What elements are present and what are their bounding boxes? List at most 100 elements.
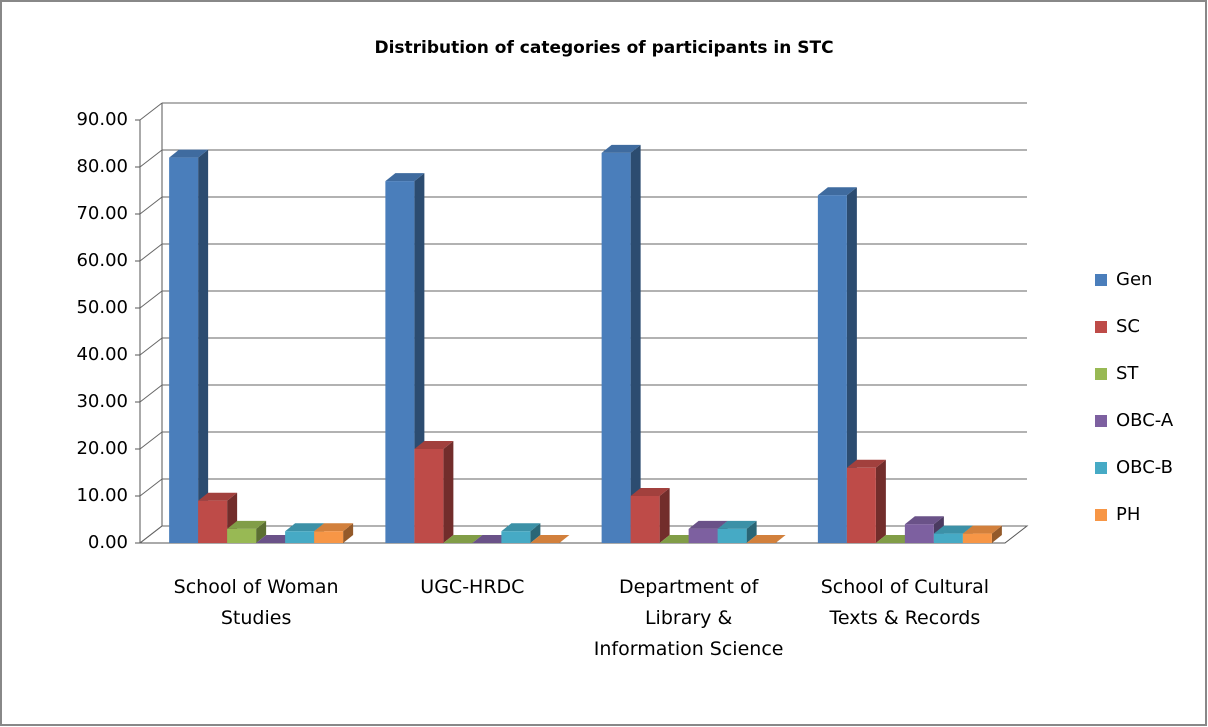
bar-face (630, 488, 670, 496)
bar-face (501, 531, 531, 543)
y-tick-label: 40.00 (76, 344, 128, 365)
x-tick-label: Department of Library & Information Scie… (593, 576, 784, 660)
bar-face (630, 496, 660, 543)
bar (443, 535, 483, 543)
bar-face (746, 520, 757, 543)
bar-face (198, 492, 238, 501)
bar-face (962, 525, 1002, 534)
y-tick-label: 10.00 (76, 485, 128, 506)
bar-face (385, 181, 415, 543)
legend-label: Gen (1116, 269, 1152, 290)
bar-face (314, 523, 354, 532)
grid-line (139, 243, 163, 262)
bar (227, 520, 267, 543)
bar-face (227, 528, 257, 543)
grid-line (139, 525, 163, 544)
bar-face (414, 441, 454, 449)
bar-face (530, 535, 570, 543)
bar (904, 516, 944, 543)
bar-face (846, 187, 857, 543)
legend-swatch (1095, 509, 1107, 521)
bar (530, 535, 570, 543)
bar-face (227, 520, 267, 529)
grid-line (139, 102, 163, 121)
bar (846, 459, 886, 543)
bar (746, 535, 786, 543)
bar (717, 520, 757, 543)
legend-swatch (1095, 321, 1107, 333)
legend-label: PH (1116, 504, 1140, 525)
bar-face (933, 525, 973, 534)
bar-face (414, 449, 444, 543)
legend-label: SC (1116, 316, 1140, 337)
grid-line (139, 149, 163, 168)
y-tick-label: 60.00 (76, 250, 128, 271)
legend-swatch (1095, 415, 1107, 427)
x-tick-label: School of Cultural Texts & Records (820, 576, 990, 629)
bar (601, 144, 641, 543)
bar-face (501, 523, 541, 532)
bar (169, 149, 209, 543)
legend-label: OBC-B (1116, 457, 1173, 478)
bar-face (530, 523, 541, 543)
legend-swatch (1095, 462, 1107, 474)
bar-face (659, 488, 670, 543)
bar-face (846, 459, 886, 468)
bar (962, 525, 1002, 543)
grid-line (139, 196, 163, 215)
bar-face (198, 500, 228, 543)
x-tick-label: School of Woman Studies (173, 576, 339, 629)
bar-face (962, 533, 992, 543)
bar-face (688, 528, 718, 543)
y-tick-label: 70.00 (76, 203, 128, 224)
grid-line (139, 478, 163, 497)
legend-label: OBC-A (1116, 410, 1174, 431)
bar-face (169, 149, 209, 158)
grid-line (139, 431, 163, 450)
bar-face (443, 535, 483, 543)
bar-face (198, 149, 209, 543)
bar-face (443, 441, 454, 543)
bar-face (717, 520, 757, 529)
bar-face (688, 520, 728, 529)
grid-line (139, 384, 163, 403)
legend-swatch (1095, 274, 1107, 286)
grid-line (139, 337, 163, 356)
bar-face (904, 516, 944, 525)
bar-face (846, 467, 876, 543)
bar-face (630, 144, 641, 543)
bar-face (169, 157, 199, 543)
bar (817, 187, 857, 543)
y-tick-label: 90.00 (76, 109, 128, 130)
legend-swatch (1095, 368, 1107, 380)
bar-face (904, 524, 934, 543)
y-tick-label: 80.00 (76, 156, 128, 177)
bar (314, 523, 354, 543)
legend-label: ST (1116, 363, 1139, 384)
grid-line (139, 290, 163, 309)
bar-face (875, 459, 886, 543)
bar-face (746, 535, 786, 543)
bar (414, 441, 454, 543)
bar-face (991, 525, 1002, 543)
y-tick-label: 0.00 (88, 532, 128, 553)
x-tick-label: UGC-HRDC (420, 576, 525, 598)
bar (630, 488, 670, 543)
chart-title: Distribution of categories of participan… (374, 38, 833, 58)
bar-face (285, 531, 315, 543)
bar-face (385, 173, 425, 182)
bar (501, 523, 541, 543)
y-tick-label: 30.00 (76, 391, 128, 412)
bar-face (717, 528, 747, 543)
bar-face (601, 144, 641, 153)
bar-face (817, 187, 857, 196)
bar-face (314, 531, 344, 543)
y-tick-label: 20.00 (76, 438, 128, 459)
bar-face (601, 152, 631, 543)
bar-face (256, 520, 267, 543)
bar-face (933, 533, 963, 543)
bar-face (343, 523, 354, 543)
y-tick-label: 50.00 (76, 297, 128, 318)
